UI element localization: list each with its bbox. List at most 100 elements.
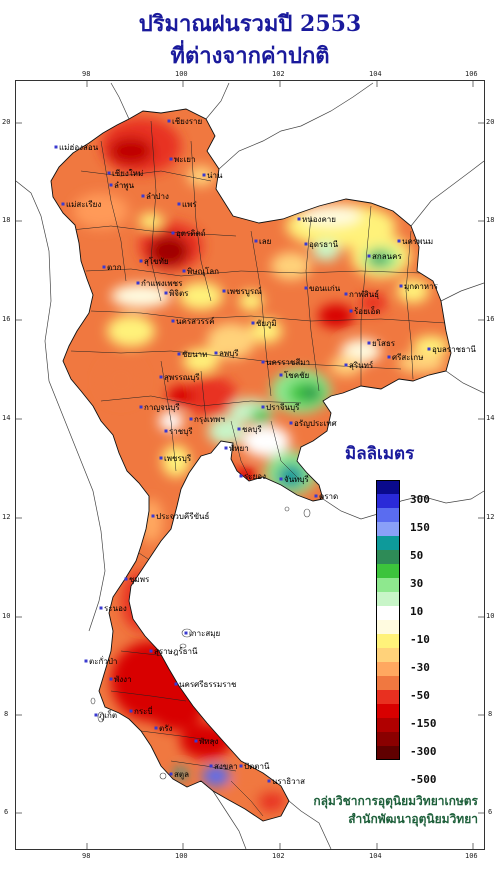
y-tick-label: 10 [486, 612, 495, 620]
station-marker [261, 360, 265, 364]
place-label: อุตรดิตถ์ [176, 228, 206, 238]
legend-swatch [376, 494, 400, 508]
place-label: ชุมพร [129, 575, 150, 584]
station-marker [349, 309, 353, 313]
station-marker [129, 709, 133, 713]
place-label: พัทยา [229, 444, 249, 453]
station-marker [84, 659, 88, 663]
legend-swatch [376, 718, 400, 732]
station-marker [237, 427, 241, 431]
place-label: กรุงเทพฯ [194, 415, 225, 424]
place-label: พัทลุง [199, 737, 218, 746]
x-tick-label: 104 [369, 70, 382, 78]
station-marker [304, 286, 308, 290]
place-label: กำแพงเพชร [141, 279, 183, 288]
place-label: ระนอง [104, 604, 127, 613]
map-subtitle: ที่ต่างจากค่าปกติ [170, 43, 330, 69]
place-label: ชัยนาท [182, 350, 207, 359]
station-marker [209, 764, 213, 768]
legend-label: -50 [410, 689, 430, 702]
legend-label: 50 [410, 549, 424, 562]
station-marker [171, 319, 175, 323]
place-label: เกาะสมุย [189, 629, 220, 638]
station-marker [164, 429, 168, 433]
y-tick-label: 6 [488, 808, 493, 816]
y-tick-label: 16 [2, 315, 11, 323]
place-label: ลำปาง [146, 192, 169, 201]
y-tick-label: 8 [488, 710, 493, 718]
legend-label: -10 [410, 633, 430, 646]
y-tick-label: 18 [2, 216, 11, 224]
credit-line-1: กลุ่มวิชาการอุตุนิยมวิทยาเกษตร [313, 794, 478, 808]
legend-swatch [376, 536, 400, 550]
place-label: เพชรบูรณ์ [227, 286, 262, 297]
station-marker [61, 202, 65, 206]
legend-swatch [376, 732, 400, 746]
place-label: แพร่ [182, 200, 197, 209]
place-label: ราชบุรี [169, 427, 193, 436]
y-tick-label: 6 [4, 808, 9, 816]
place-label: ระยอง [244, 472, 266, 481]
legend-swatch [376, 676, 400, 690]
place-label: นครราชสีมา [266, 358, 310, 367]
station-marker [314, 494, 318, 498]
place-label: โชคชัย [284, 370, 309, 380]
legend-swatch [376, 648, 400, 662]
place-label: นครสวรรค์ [176, 316, 214, 326]
station-marker [136, 281, 140, 285]
station-marker [387, 355, 391, 359]
place-label: ยโสธร [372, 338, 396, 348]
x-tick-label: 106 [465, 852, 478, 860]
place-label: กาญจนบุรี [144, 403, 180, 412]
credit-line-2: สำนักพัฒนาอุตุนิยมวิทยา [348, 812, 478, 826]
station-marker [102, 265, 106, 269]
legend-swatch [376, 578, 400, 592]
legend-swatch [376, 704, 400, 718]
station-marker [182, 269, 186, 273]
x-tick-label: 100 [175, 70, 188, 78]
legend-label: 30 [410, 577, 424, 590]
legend-swatch [376, 634, 400, 648]
y-tick-label: 14 [2, 414, 11, 422]
x-tick-label: 98 [82, 852, 91, 860]
y-tick-label: 10 [2, 612, 11, 620]
place-label: พิจิตร [169, 289, 189, 298]
place-label: จันทบุรี [284, 475, 310, 484]
legend-label: 300 [410, 493, 430, 506]
place-label: กระบี่ [134, 705, 153, 716]
station-marker [94, 713, 98, 717]
y-tick-label: 18 [486, 216, 495, 224]
legend-swatch [376, 746, 400, 760]
place-label: อรัญประเทศ [294, 419, 337, 428]
station-marker [171, 231, 175, 235]
place-label: สุรินทร์ [349, 360, 374, 370]
station-marker [169, 157, 173, 161]
station-marker [159, 456, 163, 460]
legend-label: -300 [410, 745, 437, 758]
x-tick-label: 102 [272, 70, 285, 78]
place-label: ตรัง [159, 724, 172, 733]
place-label: พิษณุโลก [187, 266, 219, 276]
station-marker [109, 183, 113, 187]
place-label: ลำพูน [114, 181, 135, 191]
place-label: ลพบุรี [219, 349, 239, 358]
place-label: หนองคาย [302, 215, 336, 224]
legend-label: 150 [410, 521, 430, 534]
station-marker [99, 606, 103, 610]
station-marker [214, 351, 218, 355]
station-marker [251, 321, 255, 325]
station-marker [224, 446, 228, 450]
legend-swatch [376, 690, 400, 704]
place-label: น่าน [207, 171, 223, 180]
map-frame: เชียงราย แม่ฮ่องสอน พะเยา เชียงใหม่ ลำพูน น่า… [15, 80, 485, 850]
legend-swatch [376, 592, 400, 606]
y-tick-label: 16 [486, 315, 495, 323]
place-label: สตูล [174, 770, 189, 780]
place-label: สุโขทัย [144, 256, 169, 266]
station-marker [149, 649, 153, 653]
legend-swatch [376, 550, 400, 564]
station-marker [154, 726, 158, 730]
place-label: ปัตตานี [244, 762, 270, 771]
place-label: ปราจีนบุรี [266, 403, 300, 412]
